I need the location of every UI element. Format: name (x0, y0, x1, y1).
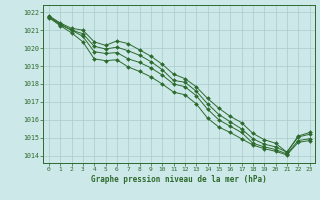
X-axis label: Graphe pression niveau de la mer (hPa): Graphe pression niveau de la mer (hPa) (91, 175, 267, 184)
